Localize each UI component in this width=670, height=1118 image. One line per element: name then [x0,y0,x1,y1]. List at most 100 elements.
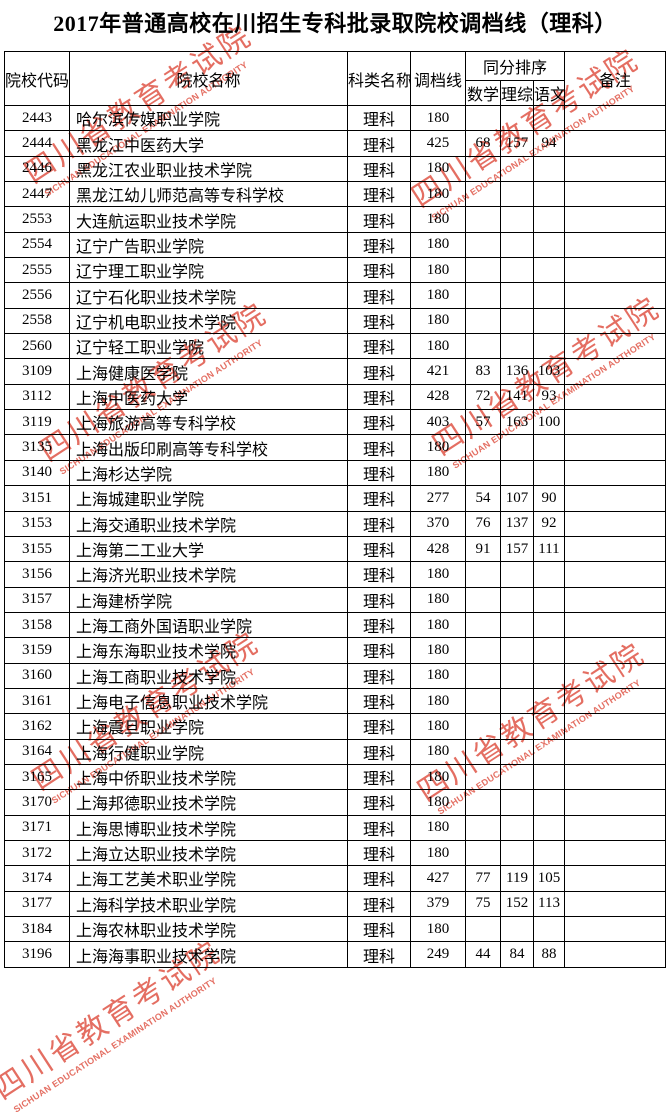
science-score-cell [500,713,534,740]
table-row: 2555 辽宁理工职业学院 理科 180 [4,257,666,284]
math-score-cell [465,637,501,664]
category-cell: 理科 [347,915,411,943]
science-score-cell [500,611,534,639]
table-row: 3162 上海震旦职业学院 理科 180 [4,713,666,740]
math-score-cell [465,915,501,943]
college-name-cell: 上海思博职业技术学院 [69,814,348,841]
science-score-cell [500,333,534,360]
header-college-code: 院校代码 [4,51,70,106]
math-score-cell: 68 [465,130,501,157]
college-name-cell: 上海行健职业学院 [69,738,348,765]
remark-cell [564,611,666,639]
college-code-cell: 3165 [4,763,70,791]
science-score-cell [500,155,534,183]
score-line-cell: 379 [410,890,466,918]
college-name-cell: 上海中医药大学 [69,383,348,411]
college-code-cell: 3164 [4,738,70,765]
science-score-cell [500,231,534,259]
score-line-cell: 180 [410,282,466,309]
category-cell: 理科 [347,814,411,841]
table-header: 院校代码 院校名称 科类名称 调档线 同分排序 备注 数学 理综 语文 [4,51,666,106]
table-row: 3171 上海思博职业技术学院 理科 180 [4,814,666,841]
score-line-cell: 180 [410,814,466,841]
score-line-cell: 180 [410,789,466,816]
college-name-cell: 上海工商外国语职业学院 [69,611,348,639]
chinese-score-cell [533,104,565,132]
science-score-cell [500,307,534,335]
score-line-cell: 180 [410,181,466,208]
college-name-cell: 上海震旦职业学院 [69,713,348,740]
category-cell: 理科 [347,257,411,284]
math-score-cell: 76 [465,510,501,537]
math-score-cell [465,459,501,487]
remark-cell [564,713,666,740]
chinese-score-cell [533,181,565,208]
chinese-score-cell [533,206,565,233]
score-line-cell: 180 [410,763,466,791]
science-score-cell [500,104,534,132]
watermark-english-text: SICHUAN EDUCATIONAL EXAMINATION AUTHORIT… [11,975,219,1115]
chinese-score-cell: 100 [533,409,565,436]
score-line-cell: 180 [410,155,466,183]
math-score-cell [465,662,501,689]
chinese-score-cell: 93 [533,383,565,411]
science-score-cell: 157 [500,130,534,157]
math-score-cell: 44 [465,941,501,968]
chinese-score-cell [533,307,565,335]
math-score-cell [465,333,501,360]
math-score-cell [465,282,501,309]
table-row: 3140 上海杉达学院 理科 180 [4,459,666,487]
table-row: 3177 上海科学技术职业学院 理科 379 75 152 113 [4,890,666,918]
college-name-cell: 辽宁广告职业学院 [69,231,348,259]
table-row: 3161 上海电子信息职业技术学院 理科 180 [4,687,666,715]
college-code-cell: 3135 [4,434,70,461]
table-row: 3109 上海健康医学院 理科 421 83 136 103 [4,358,666,385]
score-line-cell: 180 [410,561,466,588]
college-code-cell: 2554 [4,231,70,259]
science-score-cell: 152 [500,890,534,918]
chinese-score-cell: 111 [533,535,565,563]
category-cell: 理科 [347,561,411,588]
college-name-cell: 上海中侨职业技术学院 [69,763,348,791]
remark-cell [564,181,666,208]
category-cell: 理科 [347,282,411,309]
chinese-score-cell [533,789,565,816]
math-score-cell [465,206,501,233]
header-chinese: 语文 [533,80,565,106]
category-cell: 理科 [347,637,411,664]
score-line-cell: 180 [410,307,466,335]
science-score-cell [500,814,534,841]
math-score-cell [465,257,501,284]
college-name-cell: 上海济光职业技术学院 [69,561,348,588]
chinese-score-cell [533,738,565,765]
science-score-cell [500,434,534,461]
table-row: 3172 上海立达职业技术学院 理科 180 [4,839,666,867]
category-cell: 理科 [347,333,411,360]
table-row: 3158 上海工商外国语职业学院 理科 180 [4,611,666,639]
remark-cell [564,104,666,132]
college-name-cell: 上海建桥学院 [69,586,348,613]
remark-cell [564,257,666,284]
table-row: 2444 黑龙江中医药大学 理科 425 68 157 94 [4,130,666,157]
science-score-cell [500,915,534,943]
college-code-cell: 2444 [4,130,70,157]
table-row: 3164 上海行健职业学院 理科 180 [4,738,666,765]
science-score-cell: 137 [500,510,534,537]
table-row: 2443 哈尔滨传媒职业学院 理科 180 [4,104,666,132]
remark-cell [564,130,666,157]
college-code-cell: 3177 [4,890,70,918]
college-name-cell: 辽宁轻工职业学院 [69,333,348,360]
college-name-cell: 上海交通职业技术学院 [69,510,348,537]
category-cell: 理科 [347,941,411,968]
score-line-cell: 249 [410,941,466,968]
category-cell: 理科 [347,307,411,335]
category-cell: 理科 [347,358,411,385]
chinese-score-cell [533,333,565,360]
remark-cell [564,865,666,892]
college-name-cell: 上海第二工业大学 [69,535,348,563]
header-math: 数学 [465,80,501,106]
category-cell: 理科 [347,155,411,183]
chinese-score-cell [533,611,565,639]
remark-cell [564,561,666,588]
score-line-cell: 370 [410,510,466,537]
